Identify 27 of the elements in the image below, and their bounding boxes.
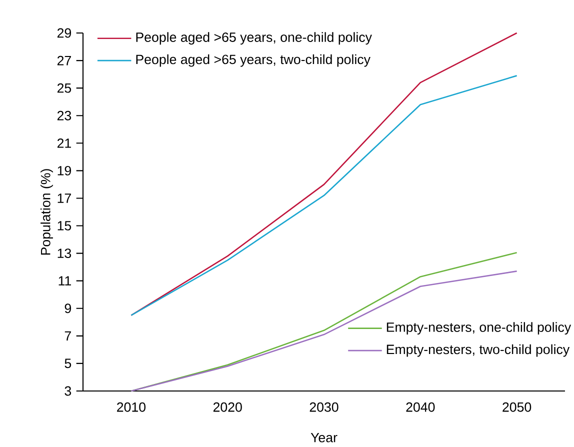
y-tick-label: 7 [64,331,71,341]
y-tick-label: 11 [58,276,71,286]
y-tick-label: 29 [57,28,72,38]
y-tick-label: 17 [58,194,71,203]
y-tick-label: 25 [57,84,72,93]
x-tick-label: 2050 [502,402,532,412]
legend-label: People aged >65 years, two-child policy [136,54,370,67]
y-tick-label: 9 [64,304,72,314]
legend-label: People aged >65 years, one-child policy [136,32,372,45]
y-tick-label: 5 [64,358,72,368]
x-tick-label: 2020 [213,402,242,412]
x-axis-title: Year [310,433,338,442]
y-tick-label: 21 [57,138,71,148]
line-series [130,32,518,316]
y-tick-label: 15 [58,221,72,231]
legend-label: Empty-nesters, one-child policy [386,322,572,335]
y-tick-label: 27 [57,56,71,66]
y-tick-label: 19 [58,166,72,176]
y-tick-label: 3 [64,386,72,396]
y-axis-title: Population (%) [40,169,53,255]
x-tick-label: 2040 [406,402,435,412]
x-tick-label: 2010 [117,402,146,412]
x-tick-label: 2030 [310,402,338,412]
line-series [130,75,518,316]
y-tick-label: 13 [58,248,72,258]
legend-label: Empty-nesters, two-child policy [386,344,570,357]
y-tick-label: 23 [57,111,72,120]
